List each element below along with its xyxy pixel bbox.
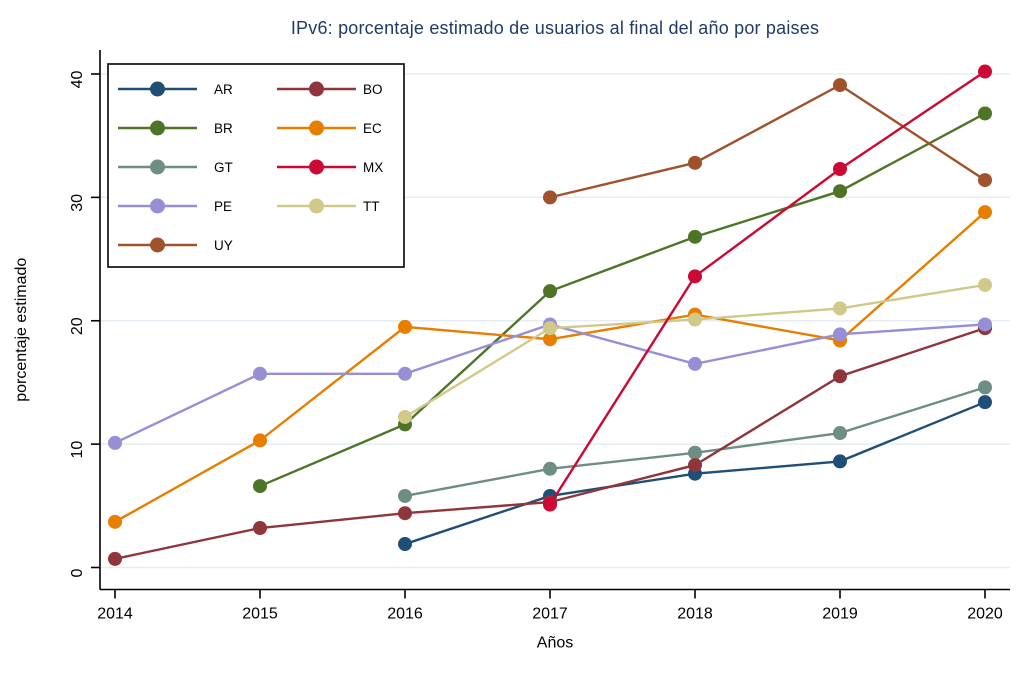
legend-swatch-marker-BR: [150, 120, 165, 136]
chart-title: IPv6: porcentaje estimado de usuarios al…: [290, 18, 820, 38]
data-point-MX-2020: [978, 64, 992, 79]
legend-label-GT: GT: [214, 160, 233, 175]
legend-swatch-marker-BO: [309, 81, 324, 97]
x-tick-label-2016: 2016: [387, 606, 423, 623]
x-axis-title: Años: [537, 635, 573, 652]
data-point-TT-2016: [398, 409, 412, 424]
data-point-MX-2018: [688, 269, 702, 284]
data-point-PE-2018: [688, 356, 702, 371]
data-point-AR-2020: [978, 395, 992, 410]
x-tick-label-2020: 2020: [967, 606, 1003, 623]
data-point-UY-2019: [833, 78, 847, 93]
legend-swatch-marker-UY: [150, 237, 165, 253]
y-axis-title: porcentaje estimado: [13, 258, 30, 402]
series-line-MX: [548, 70, 986, 506]
data-point-BR-2020: [978, 106, 992, 121]
data-point-MX-2017: [543, 497, 557, 512]
data-point-PE-2020: [978, 317, 992, 332]
legend-swatch-marker-MX: [309, 159, 324, 175]
legend-label-BR: BR: [214, 121, 233, 136]
legend-swatch-marker-GT: [150, 159, 165, 175]
data-point-AR-2016: [398, 537, 412, 552]
legend-label-MX: MX: [363, 160, 383, 175]
data-point-EC-2017: [543, 332, 557, 347]
data-point-MX-2019: [833, 161, 847, 176]
x-tick-label-2014: 2014: [97, 606, 133, 623]
data-point-EC-2016: [398, 319, 412, 334]
y-tick-label-40: 40: [69, 71, 86, 89]
series-line-BR: [259, 112, 986, 488]
series-line-TT: [404, 283, 986, 419]
y-tick-label-0: 0: [69, 568, 86, 577]
data-point-BR-2015: [253, 479, 267, 494]
data-point-EC-2020: [978, 205, 992, 220]
data-point-BR-2019: [833, 184, 847, 199]
data-point-BO-2019: [833, 369, 847, 384]
data-point-GT-2018: [688, 445, 702, 460]
data-point-PE-2015: [253, 366, 267, 381]
legend-label-EC: EC: [363, 121, 382, 136]
data-point-BO-2016: [398, 506, 412, 521]
series-line-UY: [549, 83, 986, 199]
y-tick-label-20: 20: [69, 317, 86, 335]
legend-box: [107, 63, 405, 268]
data-point-GT-2019: [833, 426, 847, 441]
data-point-BR-2018: [688, 229, 702, 244]
legend-label-BO: BO: [363, 82, 383, 97]
data-point-GT-2020: [978, 380, 992, 395]
data-point-UY-2017: [543, 190, 557, 205]
legend-label-PE: PE: [214, 199, 232, 214]
x-tick-label-2017: 2017: [532, 606, 568, 623]
legend-swatch-marker-TT: [309, 198, 324, 214]
x-tick-label-2015: 2015: [242, 606, 278, 623]
data-point-EC-2015: [253, 433, 267, 448]
data-point-AR-2019: [833, 454, 847, 469]
data-point-PE-2016: [398, 366, 412, 381]
data-point-TT-2020: [978, 277, 992, 292]
data-point-UY-2018: [688, 155, 702, 170]
y-tick-label-10: 10: [69, 441, 86, 459]
data-point-BO-2015: [253, 521, 267, 536]
data-point-TT-2019: [833, 301, 847, 316]
data-point-BR-2017: [543, 284, 557, 299]
legend-swatch-marker-EC: [309, 120, 324, 136]
data-point-GT-2017: [543, 461, 557, 476]
legend-label-TT: TT: [363, 199, 380, 214]
data-point-TT-2018: [688, 312, 702, 327]
legend-swatch-marker-AR: [150, 81, 165, 97]
data-point-GT-2016: [398, 488, 412, 503]
data-point-PE-2019: [833, 327, 847, 342]
data-point-TT-2017: [543, 321, 557, 336]
data-point-BO-2014: [108, 551, 122, 566]
legend-swatch-marker-PE: [150, 198, 165, 214]
y-tick-label-30: 30: [69, 194, 86, 212]
legend-label-UY: UY: [214, 238, 233, 253]
data-point-PE-2014: [108, 435, 122, 450]
legend-label-AR: AR: [214, 82, 233, 97]
data-point-EC-2014: [108, 514, 122, 529]
data-point-BO-2018: [688, 458, 702, 473]
x-tick-label-2019: 2019: [822, 606, 858, 623]
data-point-UY-2020: [978, 173, 992, 188]
x-tick-label-2018: 2018: [677, 606, 713, 623]
